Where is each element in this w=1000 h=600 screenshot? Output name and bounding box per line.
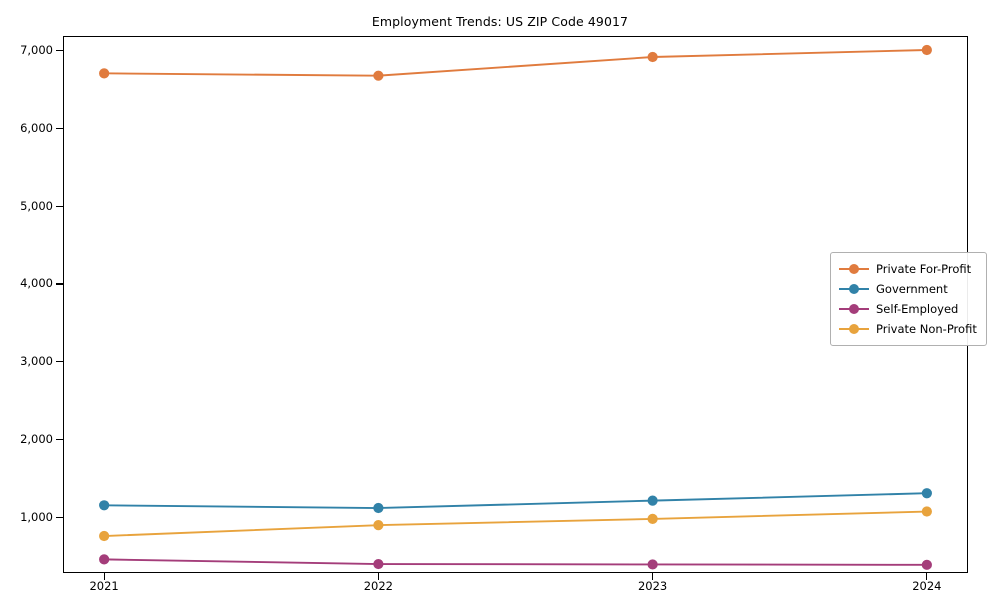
legend-swatch-icon bbox=[839, 322, 869, 336]
legend-item-label: Private For-Profit bbox=[876, 262, 972, 276]
legend-marker-icon bbox=[849, 284, 859, 294]
y-axis-tick-label: 2,000 bbox=[20, 432, 53, 447]
x-axis-tick-mark bbox=[377, 573, 379, 580]
legend-item-label: Government bbox=[876, 282, 948, 296]
legend-item[interactable]: Government bbox=[839, 279, 977, 299]
x-axis-tick-label: 2022 bbox=[363, 579, 394, 593]
y-axis-tick-label: 4,000 bbox=[20, 276, 53, 291]
x-axis-tick-mark bbox=[652, 573, 654, 580]
x-axis-tick-mark bbox=[926, 573, 928, 580]
legend-item[interactable]: Private Non-Profit bbox=[839, 319, 977, 339]
y-axis-tick-mark bbox=[56, 205, 63, 207]
legend-marker-icon bbox=[849, 264, 859, 274]
x-axis-tick-label: 2021 bbox=[89, 579, 119, 593]
legend-marker-icon bbox=[849, 304, 859, 314]
y-axis-tick-mark bbox=[56, 127, 63, 129]
y-axis-tick-mark bbox=[56, 361, 63, 363]
x-axis-tick-mark bbox=[103, 573, 105, 580]
y-axis-tick-label: 3,000 bbox=[20, 354, 53, 369]
legend-swatch-icon bbox=[839, 302, 869, 316]
y-axis-tick-labels: 1,000 2,000 3,000 4,000 5,000 6,000 7,000 bbox=[0, 0, 53, 600]
legend-item-label: Private Non-Profit bbox=[876, 322, 977, 336]
legend-item[interactable]: Self-Employed bbox=[839, 299, 977, 319]
y-axis-tick-mark bbox=[56, 439, 63, 441]
y-axis-tick-mark bbox=[56, 50, 63, 52]
legend-item[interactable]: Private For-Profit bbox=[839, 259, 977, 279]
y-axis-tick-label: 5,000 bbox=[20, 198, 53, 213]
y-axis-tick-label: 6,000 bbox=[20, 120, 53, 135]
x-axis-tick-label: 2024 bbox=[912, 579, 942, 593]
y-axis-tick-mark bbox=[56, 283, 63, 285]
legend-swatch-icon bbox=[839, 262, 869, 276]
legend[interactable]: Private For-Profit Government Self-Employe… bbox=[830, 252, 987, 346]
legend-marker-icon bbox=[849, 324, 859, 334]
chart-title: Employment Trends: US ZIP Code 49017 bbox=[371, 14, 629, 29]
y-axis-tick-label: 7,000 bbox=[20, 43, 53, 57]
legend-swatch-icon bbox=[839, 282, 869, 296]
y-axis-tick-label: 1,000 bbox=[20, 509, 53, 524]
y-axis-tick-mark bbox=[56, 516, 63, 519]
legend-item-label: Self-Employed bbox=[876, 302, 959, 316]
x-axis-tick-label: 2023 bbox=[637, 579, 668, 593]
